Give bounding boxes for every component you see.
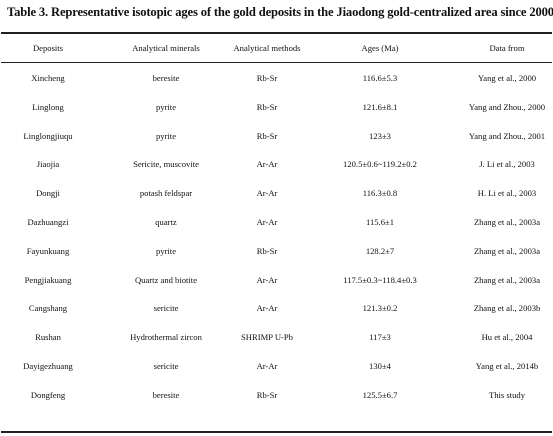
cell-source: This study xyxy=(488,389,526,400)
cell-source: Zhang et al., 2003a xyxy=(473,217,541,227)
header-data-from: Data from xyxy=(489,43,525,53)
cell-mineral: Quartz and biotite xyxy=(134,274,198,285)
cell-deposit: Xincheng xyxy=(31,73,65,83)
cell-age: 115.6±1 xyxy=(365,217,395,227)
cell-source: H. Li et al., 2003 xyxy=(477,188,537,199)
cell-age: 117±3 xyxy=(369,332,391,343)
table-row: Jiaojia Sericite, muscovite Ar-Ar 120.5±0.6… xyxy=(0,156,553,172)
table-row: Linglongjiuqu pyrite Rb-Sr 123±3 Yang and Zh… xyxy=(0,128,553,144)
cell-mineral: quartz xyxy=(155,217,177,227)
table-row: Dayigezhuang sericite Ar-Ar 130±4 Yang et al… xyxy=(0,358,553,374)
table-row: Dongfeng beresite Rb-Sr 125.5±6.7 This study xyxy=(0,387,553,403)
cell-method: Ar-Ar xyxy=(256,159,278,170)
table-row: Dazhuangzi quartz Ar-Ar 115.6±1 Zhang et al.… xyxy=(0,214,553,230)
table-row: Rushan Hydrothermal zircon SHRIMP U-Pb 117±… xyxy=(0,329,553,345)
cell-mineral: Sericite, muscovite xyxy=(133,159,199,170)
cell-deposit: Linglongjiuqu xyxy=(23,130,73,141)
cell-mineral: pyrite xyxy=(155,101,177,112)
cell-deposit: Dayigezhuang xyxy=(23,361,73,371)
table-row: Pengjiakuang Quartz and biotite Ar-Ar 117.5… xyxy=(0,272,553,288)
cell-source: Yang and Zhou., 2000 xyxy=(468,101,546,112)
table-row: Fayunkuang pyrite Rb-Sr 128.2±7 Zhang et al.… xyxy=(0,243,553,259)
cell-source: Zhang et al., 2003a xyxy=(473,245,541,256)
cell-age: 116.6±5.3 xyxy=(362,73,398,83)
cell-source: Hu et al., 2004 xyxy=(481,332,533,343)
cell-age: 128.2±7 xyxy=(365,245,395,256)
cell-mineral: Hydrothermal zircon xyxy=(130,332,202,343)
cell-deposit: Fayunkuang xyxy=(26,245,70,256)
cell-method: Ar-Ar xyxy=(256,361,278,371)
cell-mineral: beresite xyxy=(152,73,180,83)
cell-age: 120.5±0.6~119.2±0.2 xyxy=(343,159,417,170)
cell-method: Ar-Ar xyxy=(256,274,278,285)
cell-source: Zhang et al., 2003a xyxy=(473,274,541,285)
cell-method: Rb-Sr xyxy=(256,130,278,141)
top-rule xyxy=(1,32,552,34)
cell-method: Rb-Sr xyxy=(256,101,278,112)
table-row: Linglong pyrite Rb-Sr 121.6±8.1 Yang and Zho… xyxy=(0,99,553,115)
header-rule xyxy=(1,62,552,63)
cell-deposit: Dongji xyxy=(36,188,60,199)
cell-method: Rb-Sr xyxy=(256,73,278,83)
table-caption: Table 3. Representative isotopic ages of… xyxy=(7,5,553,19)
cell-method: Ar-Ar xyxy=(256,188,278,199)
cell-method: Ar-Ar xyxy=(256,217,278,227)
header-ages: Ages (Ma) xyxy=(361,43,399,53)
cell-mineral: potash feldspar xyxy=(139,188,193,199)
cell-mineral: beresite xyxy=(152,389,180,400)
header-analytical-methods: Analytical methods xyxy=(233,43,301,53)
cell-method: SHRIMP U-Pb xyxy=(241,332,293,343)
cell-age: 121.6±8.1 xyxy=(362,101,398,112)
cell-mineral: sericite xyxy=(153,303,179,314)
cell-deposit: Dazhuangzi xyxy=(27,217,69,227)
cell-source: Zhang et al., 2003b xyxy=(473,303,541,314)
cell-source: Yang and Zhou., 2001 xyxy=(468,130,546,141)
cell-method: Ar-Ar xyxy=(256,303,278,314)
cell-mineral: sericite xyxy=(153,361,179,371)
header-deposits: Deposits xyxy=(32,43,64,53)
cell-method: Rb-Sr xyxy=(256,245,278,256)
cell-deposit: Linglong xyxy=(32,101,64,112)
cell-age: 121.3±0.2 xyxy=(362,303,398,314)
cell-source: Yang et al., 2000 xyxy=(477,73,537,83)
cell-deposit: Cangshang xyxy=(28,303,68,314)
cell-age: 116.3±0.8 xyxy=(362,188,398,199)
cell-source: J. Li et al., 2003 xyxy=(479,159,535,170)
header-analytical-minerals: Analytical minerals xyxy=(132,43,200,53)
cell-age: 125.5±6.7 xyxy=(362,389,398,400)
cell-mineral: pyrite xyxy=(155,130,177,141)
table-row: Xincheng beresite Rb-Sr 116.6±5.3 Yang et al… xyxy=(0,70,553,86)
cell-source: Yang et al., 2014b xyxy=(475,361,539,371)
cell-deposit: Pengjiakuang xyxy=(24,274,72,285)
cell-deposit: Jiaojia xyxy=(36,159,60,170)
cell-age: 123±3 xyxy=(369,130,391,141)
cell-deposit: Dongfeng xyxy=(30,389,66,400)
cell-age: 130±4 xyxy=(369,361,391,371)
table-row: Cangshang sericite Ar-Ar 121.3±0.2 Zhang et … xyxy=(0,300,553,316)
cell-method: Rb-Sr xyxy=(256,389,278,400)
cell-deposit: Rushan xyxy=(35,332,61,343)
cell-age: 117.5±0.3~118.4±0.3 xyxy=(343,274,417,285)
bottom-rule xyxy=(1,431,552,433)
table-row: Dongji potash feldspar Ar-Ar 116.3±0.8 H. Li… xyxy=(0,185,553,201)
cell-mineral: pyrite xyxy=(155,245,177,256)
